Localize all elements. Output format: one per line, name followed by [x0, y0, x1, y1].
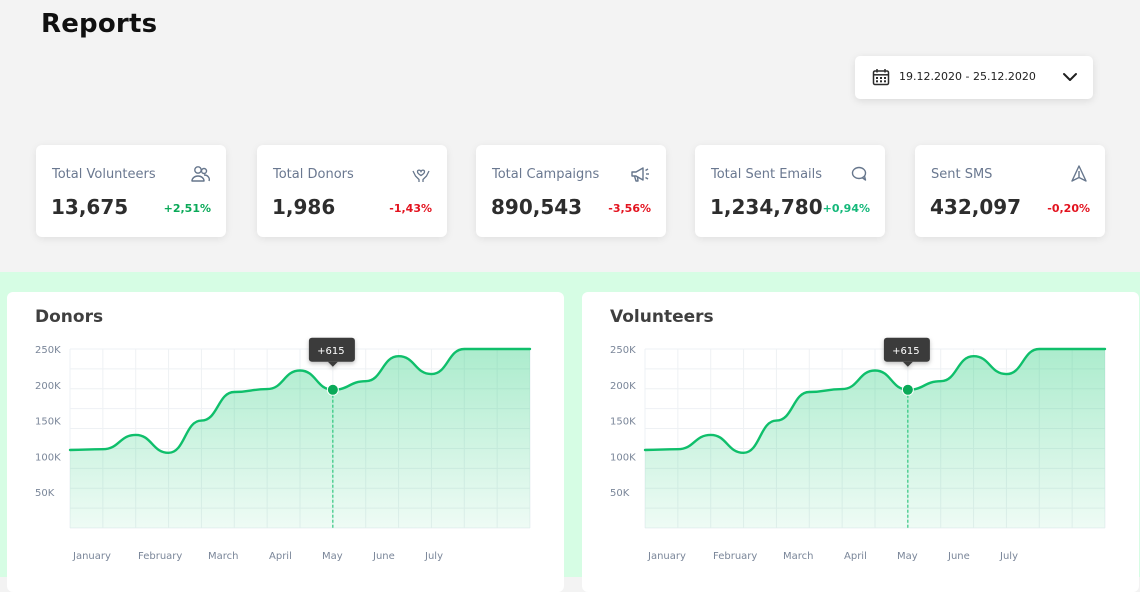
chevron-down-icon[interactable] — [1062, 70, 1078, 84]
series-line — [643, 347, 1107, 455]
stat-value: 13,675 — [51, 195, 129, 219]
x-tick-label: April — [844, 551, 867, 562]
date-range-value: 19.12.2020 - 25.12.2020 — [899, 70, 1036, 83]
x-tick-label: June — [372, 551, 395, 562]
x-tick-label: January — [72, 551, 111, 562]
x-tick-label: April — [269, 551, 292, 562]
stat-label: Total Donors — [273, 167, 354, 182]
calendar-icon — [872, 69, 890, 86]
page-title: Reports — [41, 9, 158, 39]
tooltip-arrow — [327, 361, 338, 367]
tooltip-box — [308, 337, 355, 362]
y-tick-label: 100K — [610, 452, 636, 463]
date-range-picker[interactable]: 19.12.2020 - 25.12.2020 — [855, 56, 1093, 99]
stat-change: -3,56% — [608, 202, 651, 215]
annotation-point — [902, 384, 913, 395]
series-line — [68, 347, 532, 455]
stat-value: 432,097 — [930, 195, 1022, 219]
stat-change: -0,20% — [1047, 202, 1090, 215]
stat-value: 1,234,780 — [710, 195, 823, 219]
stat-label: Total Sent Emails — [711, 167, 823, 182]
tooltip-label: +615 — [317, 346, 344, 357]
y-tick-label: 200K — [610, 381, 636, 392]
volunteers-chart: 250K 200K 150K 100K 50K January February March A… — [610, 337, 1107, 562]
stat-change: +2,51% — [163, 202, 211, 215]
series-area — [645, 349, 1105, 528]
chart-title: Volunteers — [610, 307, 714, 327]
x-tick-label: February — [713, 551, 757, 562]
chat-bubble-icon — [851, 166, 867, 181]
y-tick-label: 150K — [35, 417, 61, 428]
stat-card-total-campaigns[interactable]: Total Campaigns 890,543 -3,56% — [476, 145, 666, 237]
x-tick-label: July — [424, 551, 443, 562]
y-tick-label: 100K — [35, 452, 61, 463]
annotation-tooltip — [883, 337, 930, 367]
tooltip-box — [883, 337, 930, 362]
megaphone-icon — [631, 167, 649, 182]
x-tick-label: June — [947, 551, 970, 562]
stat-label: Total Campaigns — [492, 167, 600, 182]
series-area — [70, 349, 530, 528]
x-tick-label: July — [999, 551, 1018, 562]
y-tick-label: 250K — [610, 345, 636, 356]
x-tick-label: February — [138, 551, 182, 562]
x-tick-label: May — [897, 551, 918, 562]
stat-card-total-volunteers[interactable]: Total Volunteers 13,675 +2,51% — [36, 145, 226, 237]
y-tick-label: 200K — [35, 381, 61, 392]
y-tick-label: 250K — [35, 345, 61, 356]
y-tick-label: 150K — [610, 417, 636, 428]
users-icon — [191, 166, 210, 182]
stat-card-total-sent-emails[interactable]: Total Sent Emails 1,234,780 +0,94% — [695, 145, 885, 237]
annotation-tooltip — [308, 337, 355, 367]
chart-title: Donors — [35, 307, 104, 327]
donors-chart-card: Donors 250K 200K 150K 100K 50K January Februar… — [7, 292, 564, 592]
stat-value: 1,986 — [272, 195, 336, 219]
hands-heart-icon — [412, 169, 430, 182]
stat-value: 890,543 — [491, 195, 583, 219]
x-tick-label: March — [208, 551, 238, 562]
stat-label: Sent SMS — [931, 167, 993, 182]
x-tick-label: January — [647, 551, 686, 562]
stat-card-sent-sms[interactable]: Sent SMS 432,097 -0,20% — [915, 145, 1105, 237]
stat-label: Total Volunteers — [52, 167, 156, 182]
send-icon — [1071, 165, 1087, 182]
volunteers-chart-card: Volunteers 250K 200K 150K 100K 50K January Feb… — [582, 292, 1139, 592]
donors-chart: 250K 200K 150K 100K 50K January February March A… — [35, 337, 532, 562]
y-tick-label: 50K — [610, 488, 630, 499]
x-tick-label: March — [783, 551, 813, 562]
annotation-point — [327, 384, 338, 395]
stat-card-total-donors[interactable]: Total Donors 1,986 -1,43% — [257, 145, 447, 237]
stat-change: -1,43% — [389, 202, 432, 215]
y-tick-label: 50K — [35, 488, 55, 499]
tooltip-label: +615 — [892, 346, 919, 357]
x-tick-label: May — [322, 551, 343, 562]
stat-change: +0,94% — [822, 202, 870, 215]
tooltip-arrow — [902, 361, 913, 367]
